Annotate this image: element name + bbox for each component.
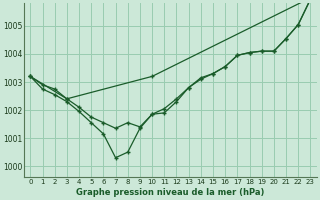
- X-axis label: Graphe pression niveau de la mer (hPa): Graphe pression niveau de la mer (hPa): [76, 188, 265, 197]
